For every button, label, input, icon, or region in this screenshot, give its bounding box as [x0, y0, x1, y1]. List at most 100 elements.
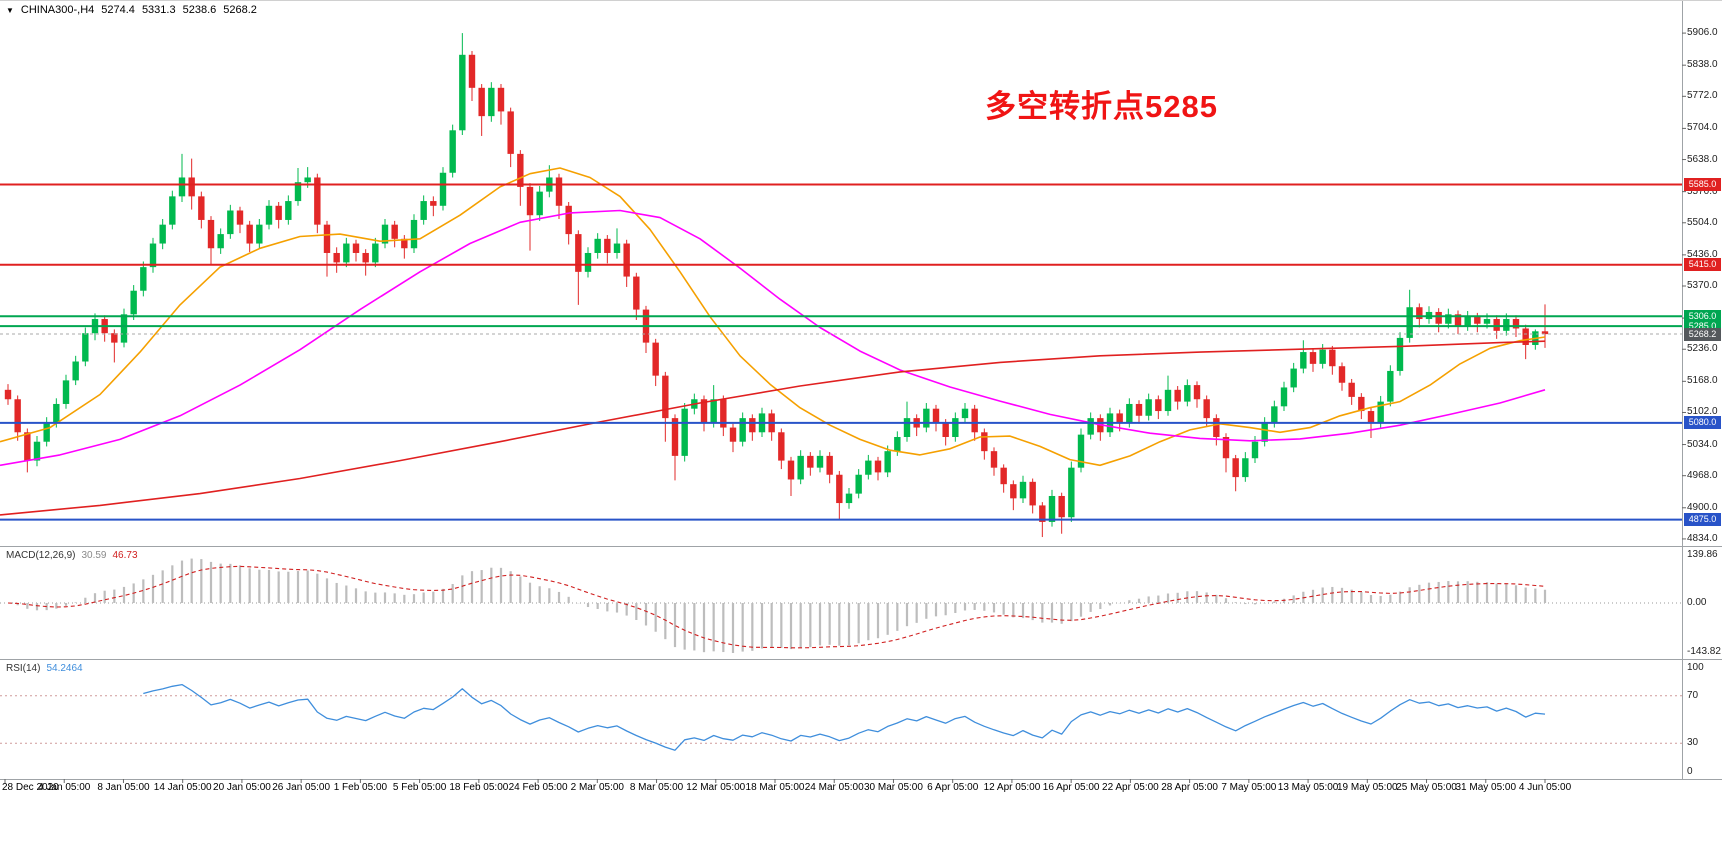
- candle-body: [1454, 314, 1462, 327]
- candle-body: [4, 389, 12, 400]
- candle-body: [478, 87, 485, 117]
- candle-body: [1010, 484, 1017, 499]
- quote-bar: ▼ CHINA300-,H4 5274.4 5331.3 5238.6 5268…: [6, 4, 257, 16]
- candle-body: [43, 422, 50, 442]
- price-axis-label: 5102.0: [1687, 406, 1718, 418]
- rsi-value: 54.2464: [46, 663, 83, 674]
- candle-body: [1174, 389, 1181, 402]
- candle-body: [952, 418, 959, 437]
- candle-body: [739, 418, 746, 442]
- candle-body: [1387, 370, 1394, 402]
- price-axis-label: 5704.0: [1687, 122, 1718, 134]
- time-axis-label: 22 Apr 05:00: [1102, 782, 1159, 793]
- candle-body: [1000, 467, 1007, 485]
- candle-body: [381, 224, 389, 244]
- candle-body: [536, 191, 543, 216]
- candle-body: [1493, 319, 1500, 331]
- candle-body: [1280, 387, 1288, 407]
- candle-body: [410, 219, 418, 249]
- candle-body: [671, 418, 679, 456]
- candle-body: [1251, 441, 1259, 459]
- time-axis-label: 18 Mar 05:00: [745, 782, 805, 793]
- time-axis-label: 4 Jun 05:00: [1518, 782, 1572, 793]
- candle-body: [1541, 331, 1549, 335]
- candle-body: [865, 460, 872, 475]
- candle-body: [1464, 316, 1471, 327]
- price-level-tag[interactable]: 5080.0: [1684, 416, 1721, 430]
- candle-body: [391, 224, 398, 239]
- price-axis-label: 4968.0: [1687, 469, 1718, 481]
- candle-body: [942, 422, 949, 437]
- candle-body: [1329, 349, 1336, 367]
- candle-body: [82, 333, 89, 362]
- chart-annotation-text: 多空转折点5285: [985, 89, 1218, 124]
- candle-body: [72, 361, 79, 381]
- candle-body: [903, 418, 911, 437]
- price-axis-label: 5772.0: [1687, 90, 1718, 102]
- time-axis-label: 16 Apr 05:00: [1042, 782, 1100, 793]
- macd-axis-label: 139.86: [1687, 549, 1718, 560]
- candle-body: [169, 196, 176, 225]
- price-axis-label: 5168.0: [1687, 375, 1718, 387]
- time-axis-label: 6 Apr 05:00: [927, 782, 979, 793]
- candle-body: [256, 224, 263, 244]
- candle-body: [710, 399, 717, 423]
- macd-axis-label: -143.82: [1687, 646, 1721, 657]
- rsi-indicator-label: RSI(14) 54.2464: [6, 663, 83, 674]
- candle-body: [807, 455, 814, 468]
- candle-body: [720, 399, 727, 428]
- candle-body: [1290, 368, 1297, 388]
- price-level-tag[interactable]: 5306.0: [1684, 309, 1721, 323]
- candle-body: [120, 314, 128, 343]
- candle-body: [352, 243, 360, 253]
- candle-body: [24, 432, 31, 461]
- candle-body: [130, 290, 137, 315]
- price-level-tag[interactable]: 4875.0: [1684, 513, 1721, 527]
- candle-body: [1213, 418, 1220, 437]
- candle-body: [633, 276, 640, 310]
- candle-body: [1348, 382, 1355, 397]
- time-axis-label: 19 May 05:00: [1336, 782, 1398, 793]
- candle-body: [1039, 505, 1046, 522]
- rsi-axis-label: 30: [1687, 737, 1699, 749]
- candle-body: [507, 111, 514, 154]
- price-axis-label: 5838.0: [1687, 59, 1718, 71]
- candle-body: [497, 87, 505, 112]
- candle-body: [797, 455, 804, 480]
- time-axis-label: 26 Jan 05:00: [272, 782, 331, 793]
- candle-body: [971, 408, 978, 433]
- symbol-dropdown-icon[interactable]: ▼: [6, 5, 14, 15]
- candle-body: [1512, 319, 1520, 329]
- candle-body: [227, 210, 234, 235]
- price-level-tag[interactable]: 5585.0: [1684, 178, 1721, 192]
- ma-mid-line: [0, 209, 1546, 467]
- candle-body: [1116, 413, 1123, 423]
- candle-body: [439, 172, 447, 206]
- candle-body: [401, 238, 408, 249]
- candle-body: [517, 153, 524, 187]
- candle-body: [449, 130, 456, 173]
- time-axis-label: 24 Mar 05:00: [804, 782, 864, 793]
- ma-slow-line: [0, 340, 1546, 516]
- candle-body: [314, 177, 321, 225]
- candle-body: [217, 234, 224, 249]
- candle-body: [1068, 467, 1075, 518]
- candle-body: [1435, 311, 1442, 324]
- candle-body: [623, 243, 630, 277]
- candle-body: [778, 432, 785, 461]
- candle-body: [1300, 352, 1307, 369]
- current-price-tag[interactable]: 5268.2: [1684, 327, 1721, 341]
- price-level-tag[interactable]: 5415.0: [1684, 258, 1721, 272]
- time-axis-label: 18 Feb 05:00: [449, 782, 509, 793]
- candle-body: [1309, 352, 1317, 364]
- time-axis-label: 1 Feb 05:00: [333, 782, 388, 793]
- candle-body: [62, 380, 70, 404]
- time-axis-label: 4 Jan 05:00: [38, 782, 91, 793]
- candle-body: [1242, 458, 1249, 478]
- candle-body: [265, 205, 273, 225]
- rsi-line: [143, 683, 1546, 751]
- candle-body: [1019, 481, 1027, 499]
- candle-body: [159, 224, 166, 244]
- time-axis-label: 25 May 05:00: [1396, 782, 1457, 793]
